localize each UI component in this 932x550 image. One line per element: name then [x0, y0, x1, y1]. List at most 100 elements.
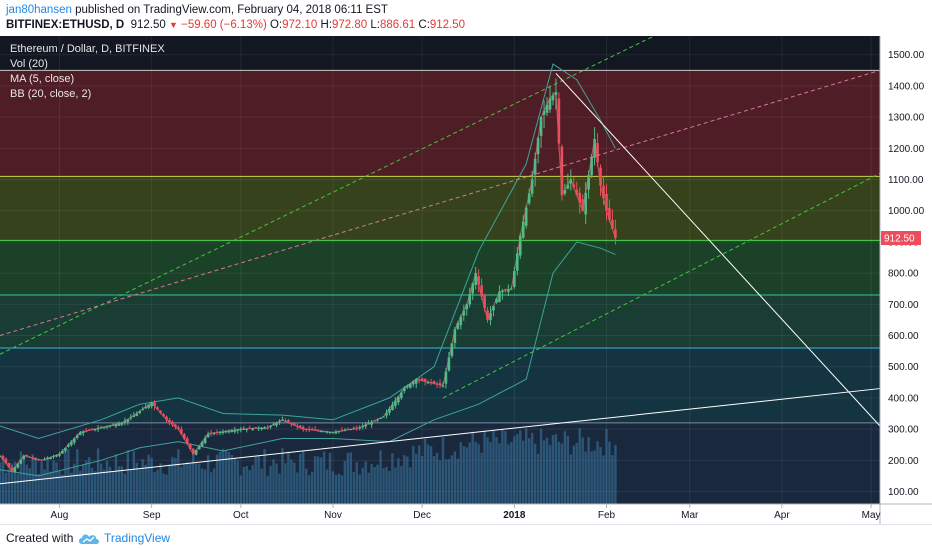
candle: [563, 183, 567, 196]
tradingview-cloud-icon[interactable]: [78, 531, 100, 545]
close-label: C:: [418, 19, 430, 31]
candle: [584, 182, 587, 224]
volume-bar: [174, 457, 177, 504]
candle: [337, 430, 341, 434]
candle-body: [25, 454, 29, 457]
candle-body: [272, 424, 275, 426]
candle: [230, 428, 234, 433]
volume-bar: [403, 455, 406, 504]
candle-body: [16, 463, 20, 468]
candle: [99, 425, 103, 429]
price-chart[interactable]: 100.00 200.00 300.00 400.00 500.00 600.00 700.…: [0, 36, 932, 524]
candle-body: [58, 454, 61, 456]
volume-bar: [233, 458, 237, 504]
tradingview-link[interactable]: TradingView: [104, 531, 171, 545]
price-tick-label: 500.00: [888, 362, 919, 373]
candle: [218, 430, 222, 436]
candle-body: [608, 207, 611, 220]
candle: [319, 429, 323, 433]
candle: [248, 425, 252, 429]
candle-body: [498, 291, 501, 303]
last-price: 912.50: [130, 19, 166, 31]
candle-body: [343, 430, 347, 432]
candle: [373, 419, 376, 422]
volume-bar: [296, 472, 299, 504]
published-text: published on TradingView.com, February 0…: [75, 4, 388, 16]
volume-bar: [96, 448, 100, 504]
candle-body: [611, 219, 614, 229]
candle: [483, 293, 486, 312]
candle-body: [49, 457, 52, 460]
candle: [67, 443, 70, 448]
candle: [367, 420, 370, 425]
volume-bar: [22, 459, 25, 504]
candle: [533, 152, 537, 187]
candle-body: [477, 276, 480, 285]
price-tick-label: 400.00: [888, 393, 919, 404]
candle: [536, 136, 540, 164]
candle: [114, 422, 118, 428]
candle-body: [206, 433, 210, 438]
candle-body: [397, 396, 400, 403]
volume-bar: [28, 468, 31, 504]
candle: [78, 431, 82, 436]
candle-body: [307, 428, 311, 430]
volume-bar: [492, 430, 495, 504]
candle-body: [596, 143, 599, 163]
candle: [141, 406, 145, 411]
candle-body: [90, 429, 94, 431]
volume-bar: [453, 451, 457, 504]
volume-bar: [7, 469, 11, 504]
candle: [465, 303, 469, 316]
volume-bar: [73, 463, 76, 504]
candle-body: [81, 431, 85, 434]
legend-vol[interactable]: Vol (20): [10, 58, 48, 70]
candle-body: [456, 323, 460, 329]
candle: [298, 424, 302, 429]
time-tick-label: Oct: [233, 510, 249, 521]
volume-bar: [376, 464, 379, 504]
candle-body: [290, 423, 293, 425]
candle-body: [587, 174, 590, 190]
volume-bar: [352, 471, 355, 504]
candle: [513, 266, 516, 289]
candle-body: [275, 422, 278, 426]
volume-bar: [611, 455, 614, 504]
footer: Created with TradingView: [0, 524, 932, 550]
volume-bar: [313, 456, 317, 504]
candle: [551, 92, 555, 106]
time-axis[interactable]: Aug Sep Oct Nov Dec 2018 Feb Mar Apr May: [51, 504, 881, 521]
volume-bar: [189, 463, 192, 504]
volume-bar: [13, 461, 17, 504]
candle: [233, 426, 237, 434]
candle: [566, 173, 570, 190]
candle: [447, 351, 451, 372]
candle: [507, 284, 510, 297]
candle: [456, 320, 460, 330]
candle: [93, 428, 97, 432]
volume-bar: [566, 435, 570, 504]
candle: [117, 421, 121, 427]
volume-bar: [192, 452, 195, 504]
candle-body: [150, 402, 153, 407]
legend-bb[interactable]: BB (20, close, 2): [10, 88, 91, 100]
volume-bar: [195, 463, 198, 504]
volume-bar: [224, 450, 228, 504]
candle: [34, 457, 37, 460]
candle: [548, 85, 552, 113]
white-resistance-line: [555, 73, 881, 427]
candle: [224, 430, 228, 434]
fib-zone: [0, 176, 880, 241]
author-link[interactable]: jan80hansen: [6, 4, 72, 16]
legend-ma[interactable]: MA (5, close): [10, 73, 74, 85]
candle-body: [554, 92, 558, 96]
candle-body: [521, 221, 525, 238]
candle: [331, 432, 335, 434]
symbol-name: BITFINEX:ETHUSD, D: [6, 19, 125, 31]
candle: [46, 456, 49, 460]
volume-bar: [111, 471, 115, 504]
candle: [343, 428, 347, 432]
open-value: 972.10: [282, 19, 318, 31]
candle-body: [325, 431, 329, 433]
symbol-line: BITFINEX:ETHUSD, D 912.50 ▼ −59.60 (−6.1…: [6, 19, 465, 31]
